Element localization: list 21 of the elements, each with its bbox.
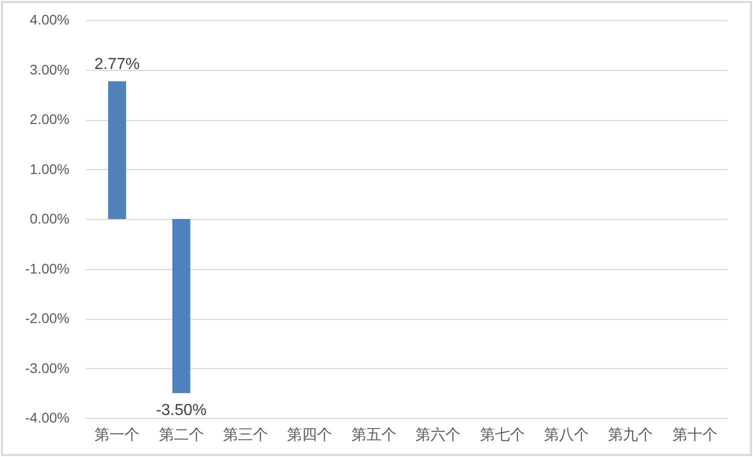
x-tick-label: 第十个 — [672, 426, 718, 444]
y-tick-label: 4.00% — [30, 12, 70, 28]
x-tick-label: 第二个 — [158, 426, 204, 444]
y-tick-label: -2.00% — [25, 310, 70, 326]
x-tick-label: 第九个 — [608, 426, 654, 444]
x-tick-label: 第五个 — [351, 426, 396, 444]
x-tick-label: 第三个 — [223, 426, 268, 444]
y-tick-label: 1.00% — [30, 160, 70, 177]
x-tick-label: 第六个 — [416, 426, 461, 444]
y-tick-label: -3.00% — [25, 360, 70, 376]
x-tick-label: 第一个 — [94, 426, 140, 444]
y-tick-label: -4.00% — [25, 410, 70, 426]
x-tick-label: 第八个 — [544, 426, 589, 444]
x-tick-label: 第四个 — [287, 426, 332, 444]
y-tick-label: 0.00% — [30, 210, 70, 226]
y-tick-label: 2.00% — [30, 111, 70, 127]
data-label: -3.50% — [156, 402, 207, 420]
data-label: 2.77% — [94, 56, 140, 74]
y-tick-label: -1.00% — [25, 260, 70, 276]
x-tick-label: 第七个 — [480, 426, 525, 444]
y-tick-label: 3.00% — [30, 61, 70, 78]
